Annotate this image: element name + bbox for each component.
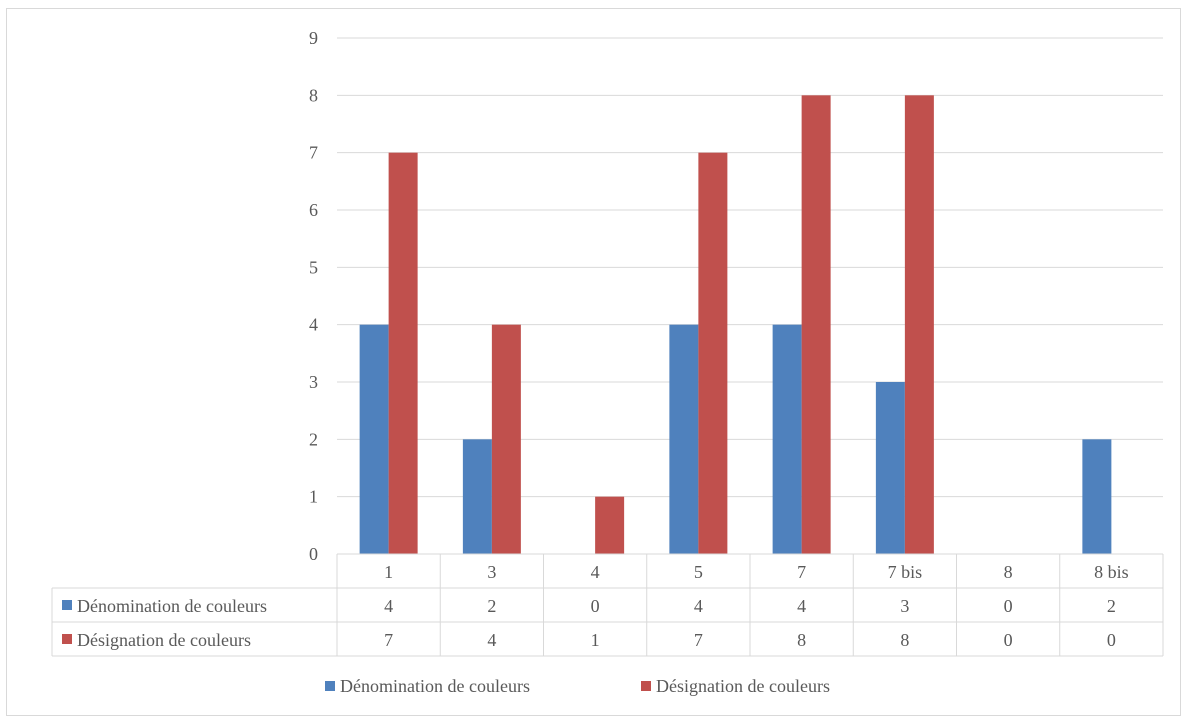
table-value: 4 [797,596,806,616]
table-value: 3 [900,596,909,616]
y-tick-label: 5 [309,257,318,277]
table-value: 0 [1107,630,1116,650]
category-label: 8 [1004,562,1013,582]
bar-designation [595,496,625,554]
bar-designation [491,324,521,554]
y-tick-label: 4 [309,315,318,335]
table-series-key [62,634,72,644]
y-tick-label: 1 [309,487,318,507]
table-series-name: Dénomination de couleurs [77,596,267,616]
bars [359,95,1112,554]
bar-denomination [462,439,492,554]
table-value: 4 [487,630,496,650]
legend-label: Désignation de couleurs [656,676,830,696]
table-value: 0 [591,596,600,616]
table-value: 2 [487,596,496,616]
y-tick-label: 7 [309,143,318,163]
legend-key [641,681,651,691]
bar-denomination [669,324,699,554]
category-label: 7 bis [888,562,923,582]
category-label: 4 [591,562,600,582]
bar-denomination [875,382,905,554]
category-label: 8 bis [1094,562,1129,582]
y-tick-label: 2 [309,429,318,449]
table-value: 4 [384,596,393,616]
bar-denomination [1082,439,1112,554]
y-tick-label: 6 [309,200,318,220]
data-table: 1 3 4 5 7 7 bis 8 8 bis Dénomination de couleurs… [51,553,1164,657]
legend: Dénomination de couleurs Désignation de c… [325,676,830,696]
y-tick-label: 9 [309,28,318,48]
y-tick-label: 3 [309,372,318,392]
legend-label: Dénomination de couleurs [340,676,530,696]
table-value: 8 [900,630,909,650]
table-value: 0 [1004,596,1013,616]
category-label: 5 [694,562,703,582]
table-series-name: Désignation de couleurs [77,630,251,650]
table-value: 0 [1004,630,1013,650]
table-series-key [62,600,72,610]
bar-denomination [772,324,802,554]
bar-designation [388,152,418,554]
chart-frame [6,8,1181,716]
table-value: 4 [694,596,703,616]
bar-designation [801,95,831,554]
y-tick-label: 8 [309,85,318,105]
table-value: 7 [384,630,393,650]
bar-designation [698,152,728,554]
table-value: 8 [797,630,806,650]
y-tick-label: 0 [309,544,318,564]
bar-denomination [359,324,389,554]
table-value: 2 [1107,596,1116,616]
gridlines [337,37,1163,498]
legend-key [325,681,335,691]
category-label: 3 [487,562,496,582]
y-axis: 0 1 2 3 4 5 6 7 8 9 [309,28,318,564]
table-value: 1 [591,630,600,650]
table-value: 7 [694,630,703,650]
bar-designation [904,95,934,554]
category-label: 1 [384,562,393,582]
category-label: 7 [797,562,806,582]
